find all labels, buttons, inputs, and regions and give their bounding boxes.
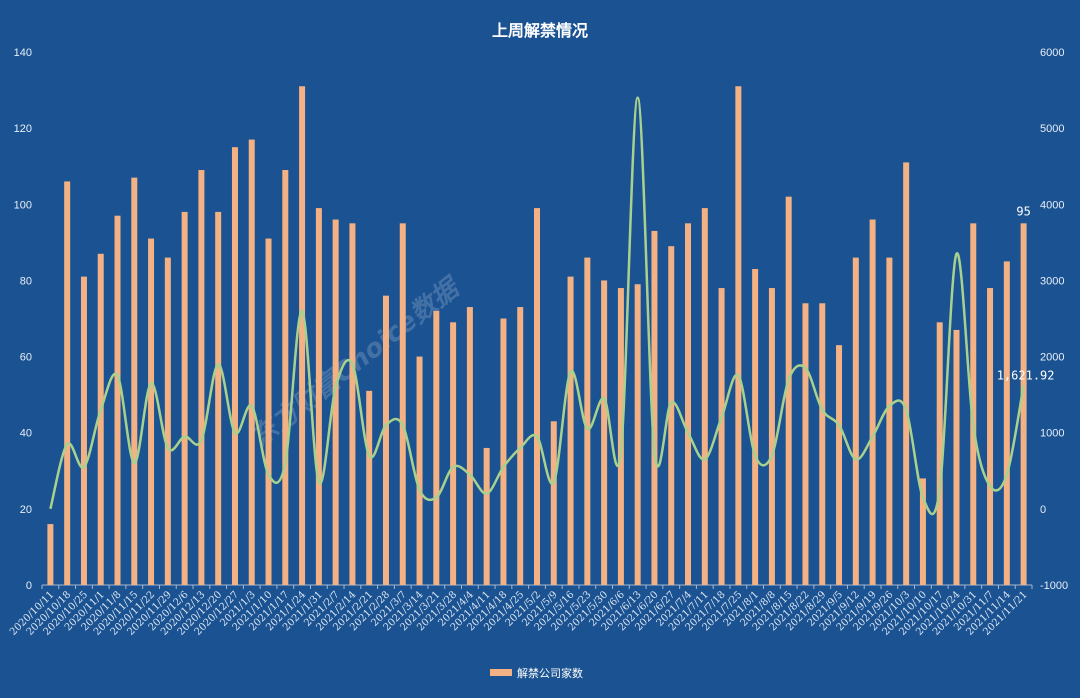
left-axis-tick: 120: [14, 123, 32, 135]
right-axis-tick: 3000: [1040, 275, 1064, 287]
bar: [752, 269, 759, 585]
bar: [903, 162, 910, 585]
bar: [651, 230, 658, 585]
right-axis-tick: -1000: [1040, 580, 1068, 592]
bar: [1020, 223, 1027, 586]
right-axis-tick: 1000: [1040, 428, 1064, 440]
bar: [382, 295, 389, 585]
bar: [601, 280, 608, 585]
bar: [970, 223, 977, 586]
bar: [685, 223, 692, 586]
bar: [567, 276, 574, 585]
bar: [399, 223, 406, 586]
right-axis-tick: 4000: [1040, 199, 1064, 211]
bar: [80, 276, 87, 585]
bar: [299, 86, 306, 585]
bar: [64, 181, 71, 585]
bar: [802, 303, 809, 585]
legend-label: 解禁公司家数: [517, 666, 583, 680]
bar: [131, 177, 138, 585]
bar: [953, 329, 960, 585]
bar: [886, 257, 893, 585]
left-axis-tick: 140: [14, 47, 32, 59]
bar: [97, 253, 104, 585]
bar: [483, 447, 490, 585]
bar: [500, 318, 507, 585]
bar: [215, 211, 222, 585]
bar-data-label: 95: [1016, 204, 1030, 218]
bar: [433, 310, 440, 585]
bar: [47, 524, 54, 585]
bar: [416, 356, 423, 585]
bar: [852, 257, 859, 585]
right-axis-tick: 5000: [1040, 123, 1064, 135]
bar: [819, 303, 826, 585]
chart-title: 上周解禁情况: [492, 21, 588, 40]
bar: [114, 215, 121, 585]
bar: [836, 345, 843, 585]
bar: [584, 257, 591, 585]
bar: [315, 208, 322, 586]
bar: [198, 170, 205, 585]
bar: [869, 219, 876, 585]
bar: [718, 288, 725, 585]
left-axis-tick: 20: [20, 504, 32, 516]
bar: [450, 322, 457, 585]
bar: [248, 139, 255, 586]
bar: [231, 147, 238, 585]
bar: [517, 307, 524, 585]
bar: [634, 284, 641, 585]
line-data-label: 1,621.92: [997, 368, 1055, 382]
bar: [366, 390, 373, 585]
legend-swatch: [490, 669, 512, 676]
right-axis-tick: 0: [1040, 504, 1046, 516]
bar: [534, 208, 540, 586]
bar: [466, 307, 473, 585]
bar: [550, 421, 557, 585]
bar: [701, 208, 708, 586]
bar: [282, 170, 289, 585]
bar: [265, 238, 272, 586]
right-axis-tick: 6000: [1040, 47, 1064, 59]
bar: [668, 246, 675, 585]
bar: [987, 288, 994, 585]
bar: [1003, 261, 1010, 585]
bar: [936, 322, 943, 585]
left-axis-tick: 100: [14, 199, 32, 211]
bar: [735, 86, 742, 585]
bar: [181, 211, 188, 585]
left-axis-tick: 40: [20, 428, 32, 440]
bar: [785, 196, 792, 585]
bar: [148, 238, 155, 586]
left-axis-tick: 0: [26, 580, 32, 592]
bar: [332, 219, 339, 585]
bar: [768, 288, 775, 585]
line-series: [49, 96, 1025, 516]
right-axis-tick: 2000: [1040, 352, 1064, 364]
bar: [164, 257, 171, 585]
bar: [349, 223, 356, 586]
left-axis-tick: 60: [20, 352, 32, 364]
bar: [919, 478, 926, 585]
left-axis-tick: 80: [20, 275, 32, 287]
